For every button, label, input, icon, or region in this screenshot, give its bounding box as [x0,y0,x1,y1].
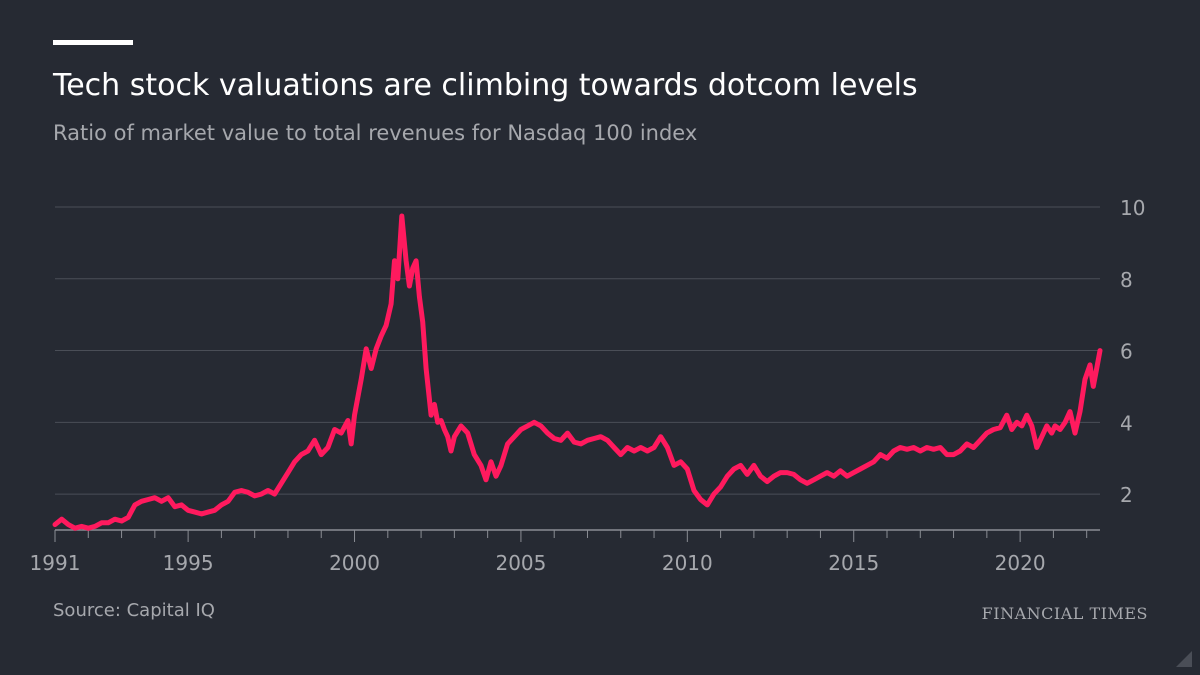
x-tick-label-2005: 2005 [495,551,546,575]
x-tick-label-2015: 2015 [828,551,879,575]
corner-triangle-icon [1176,651,1192,667]
y-tick-label-4: 4 [1120,411,1133,435]
x-tick-label-2020: 2020 [995,551,1046,575]
x-tick-label-2010: 2010 [662,551,713,575]
y-tick-label-2: 2 [1120,483,1133,507]
y-tick-label-6: 6 [1120,340,1133,364]
x-tick-label-2000: 2000 [329,551,380,575]
x-tick-label-1995: 1995 [163,551,214,575]
title-accent-bar [53,40,133,45]
y-tick-label-8: 8 [1120,268,1133,292]
publisher-brand: FINANCIAL TIMES [981,604,1148,623]
series-line-0 [52,213,1103,531]
chart-title: Tech stock valuations are climbing towar… [53,68,918,103]
x-tick-label-1991: 1991 [30,551,81,575]
source-note: Source: Capital IQ [53,600,215,621]
chart-subtitle: Ratio of market value to total revenues … [53,121,698,145]
y-tick-label-10: 10 [1120,196,1145,220]
